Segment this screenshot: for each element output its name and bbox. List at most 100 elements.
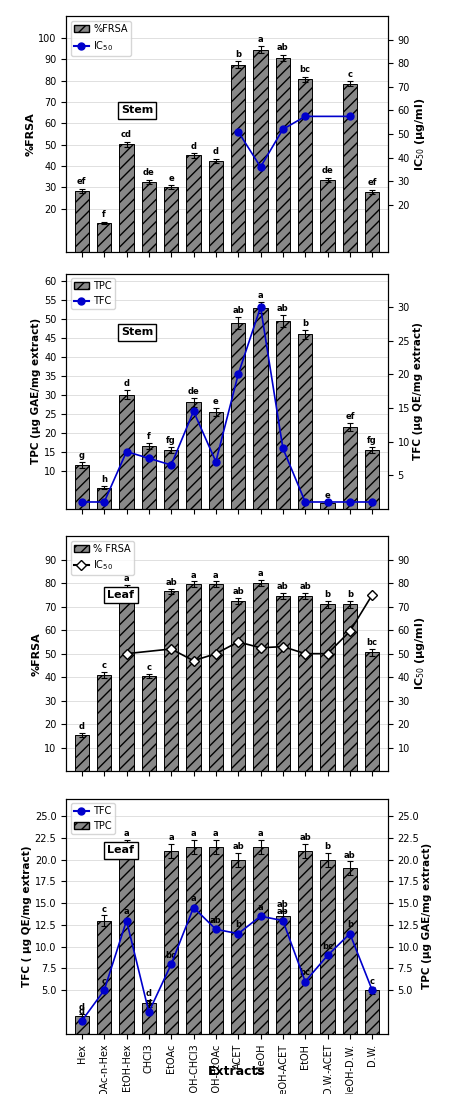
Text: fg: fg xyxy=(368,437,377,445)
Bar xyxy=(253,307,268,509)
Text: a: a xyxy=(258,35,263,44)
Text: ef: ef xyxy=(345,412,355,421)
Bar xyxy=(186,155,201,252)
Text: a: a xyxy=(124,574,129,583)
Y-axis label: TFC (μg QE/mg extract): TFC (μg QE/mg extract) xyxy=(413,322,423,461)
Bar xyxy=(119,847,134,1034)
Text: b: b xyxy=(235,49,241,59)
Text: ab: ab xyxy=(166,578,177,586)
Bar xyxy=(298,80,313,252)
Text: a: a xyxy=(258,569,263,579)
Bar xyxy=(119,395,134,509)
Bar xyxy=(365,450,379,509)
Bar xyxy=(97,920,112,1034)
Text: ab: ab xyxy=(277,304,289,313)
Text: d: d xyxy=(213,147,219,156)
Legend: TPC, TFC: TPC, TFC xyxy=(71,278,115,310)
Bar xyxy=(320,503,335,509)
Text: d: d xyxy=(123,380,130,388)
Bar xyxy=(186,584,201,771)
Bar xyxy=(365,652,379,771)
Bar xyxy=(231,860,245,1034)
Text: b: b xyxy=(324,842,331,851)
Text: cd: cd xyxy=(121,130,132,139)
Bar xyxy=(253,847,268,1034)
Text: ef: ef xyxy=(368,178,377,187)
Text: a: a xyxy=(124,829,129,838)
Text: c: c xyxy=(146,663,151,672)
Text: Extracts: Extracts xyxy=(208,1064,265,1078)
Bar xyxy=(320,604,335,771)
Text: a: a xyxy=(191,829,196,838)
Bar xyxy=(209,161,223,252)
Y-axis label: IC$_{50}$ (μg/ml): IC$_{50}$ (μg/ml) xyxy=(413,617,427,690)
Text: a: a xyxy=(191,894,196,904)
Bar xyxy=(276,917,290,1034)
Bar xyxy=(141,182,156,252)
Text: ab: ab xyxy=(210,916,222,924)
Text: d: d xyxy=(79,1003,85,1012)
Bar xyxy=(186,403,201,509)
Text: a: a xyxy=(258,291,263,300)
Bar xyxy=(253,49,268,252)
Y-axis label: %FRSA: %FRSA xyxy=(26,113,35,155)
Bar xyxy=(342,427,357,509)
Text: d: d xyxy=(79,722,85,731)
Bar xyxy=(164,187,178,252)
Bar xyxy=(298,334,313,509)
Bar xyxy=(231,323,245,509)
Bar xyxy=(209,847,223,1034)
Bar xyxy=(342,869,357,1034)
Text: c: c xyxy=(370,977,375,986)
Text: ab: ab xyxy=(232,306,244,315)
Text: bc: bc xyxy=(300,66,311,74)
Bar xyxy=(97,223,112,252)
Bar xyxy=(97,675,112,771)
Text: ab: ab xyxy=(232,587,244,596)
Bar xyxy=(164,851,178,1034)
Text: a: a xyxy=(168,834,174,842)
Bar xyxy=(342,604,357,771)
Bar xyxy=(75,190,89,252)
Text: b: b xyxy=(302,318,308,328)
Text: ab: ab xyxy=(277,582,289,592)
Bar xyxy=(141,446,156,509)
Bar xyxy=(365,990,379,1034)
Text: f: f xyxy=(147,432,151,441)
Text: ab: ab xyxy=(277,907,289,917)
Text: de: de xyxy=(143,168,155,177)
Bar xyxy=(209,412,223,509)
Bar xyxy=(298,851,313,1034)
Y-axis label: TPC (μg GAE/mg extract): TPC (μg GAE/mg extract) xyxy=(422,843,432,989)
Bar xyxy=(365,191,379,252)
Text: Leaf: Leaf xyxy=(107,846,134,856)
Text: e: e xyxy=(324,491,331,500)
Bar xyxy=(276,321,290,509)
Legend: TFC, TPC: TFC, TPC xyxy=(71,803,115,835)
Text: d: d xyxy=(146,989,152,998)
Text: c: c xyxy=(102,905,107,913)
Bar xyxy=(231,601,245,771)
Text: Stem: Stem xyxy=(121,327,153,337)
Text: c: c xyxy=(102,977,107,986)
Text: a: a xyxy=(258,829,263,838)
Text: a: a xyxy=(213,571,219,580)
Text: fg: fg xyxy=(166,437,176,445)
Bar xyxy=(276,58,290,252)
Y-axis label: TFC ( μg QE/mg extract): TFC ( μg QE/mg extract) xyxy=(22,846,32,987)
Text: d: d xyxy=(79,1008,85,1016)
Text: d: d xyxy=(146,999,152,1008)
Text: b: b xyxy=(324,590,331,598)
Text: b: b xyxy=(235,920,241,929)
Text: ab: ab xyxy=(277,44,289,53)
Text: ab: ab xyxy=(299,834,311,842)
Text: f: f xyxy=(102,210,106,219)
Bar xyxy=(320,860,335,1034)
Text: a: a xyxy=(213,829,219,838)
Bar xyxy=(231,65,245,252)
Bar xyxy=(75,1016,89,1034)
Text: c: c xyxy=(102,661,107,671)
Bar xyxy=(276,596,290,771)
Text: Leaf: Leaf xyxy=(107,590,134,600)
Text: ab: ab xyxy=(344,851,356,860)
